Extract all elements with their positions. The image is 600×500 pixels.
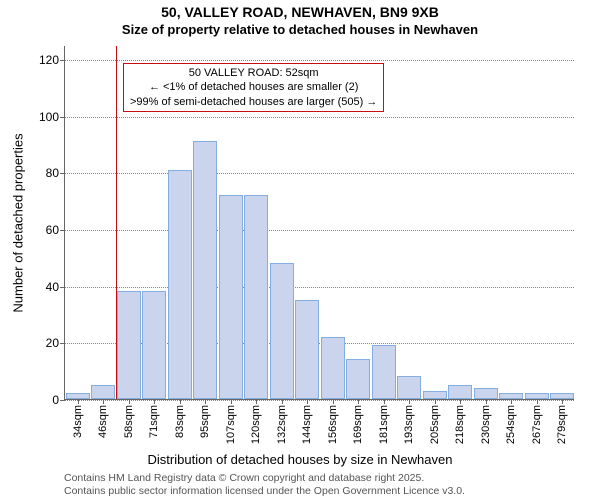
x-tick [78,399,79,404]
histogram-bar [117,291,141,399]
x-tick [435,399,436,404]
annotation-line: ← <1% of detached houses are smaller (2) [130,80,377,94]
x-tick [511,399,512,404]
x-tick-label: 58sqm [123,405,135,438]
plot-area: 02040608010012034sqm46sqm58sqm71sqm83sqm… [64,46,574,400]
x-tick-label: 205sqm [429,405,441,444]
x-tick-label: 279sqm [556,405,568,444]
x-tick-label: 181sqm [378,405,390,444]
histogram-bar [372,345,396,399]
y-tick-label: 20 [46,336,65,350]
x-axis-title: Distribution of detached houses by size … [0,452,600,467]
x-tick [486,399,487,404]
annotation-box: 50 VALLEY ROAD: 52sqm← <1% of detached h… [123,63,384,112]
footer-line-2: Contains public sector information licen… [64,485,465,497]
x-tick [358,399,359,404]
x-tick [409,399,410,404]
x-tick-label: 254sqm [505,405,517,444]
histogram-bar [168,170,192,399]
x-tick [154,399,155,404]
x-tick-label: 156sqm [327,405,339,444]
x-tick [231,399,232,404]
x-tick-label: 193sqm [403,405,415,444]
x-tick-label: 83sqm [174,405,186,438]
x-tick-label: 144sqm [301,405,313,444]
x-tick [460,399,461,404]
x-tick-label: 132sqm [276,405,288,444]
histogram-chart: 50, VALLEY ROAD, NEWHAVEN, BN9 9XB Size … [0,0,600,500]
gridline [65,287,574,288]
gridline [65,60,574,61]
x-tick [205,399,206,404]
gridline [65,400,574,401]
x-tick [256,399,257,404]
histogram-bar [474,388,498,399]
x-tick-label: 46sqm [97,405,109,438]
footer-line-1: Contains HM Land Registry data © Crown c… [64,472,424,484]
histogram-bar [423,391,447,399]
y-tick-label: 0 [52,393,65,407]
y-tick-label: 80 [46,166,65,180]
x-tick-label: 107sqm [225,405,237,444]
histogram-bar [270,263,294,399]
x-tick [384,399,385,404]
chart-title: 50, VALLEY ROAD, NEWHAVEN, BN9 9XB [0,4,600,20]
gridline [65,230,574,231]
histogram-bar [193,141,217,399]
histogram-bar [321,337,345,399]
annotation-line: >99% of semi-detached houses are larger … [130,95,377,109]
histogram-bar [91,385,115,399]
x-tick-label: 218sqm [454,405,466,444]
x-tick-label: 230sqm [480,405,492,444]
chart-subtitle: Size of property relative to detached ho… [0,22,600,37]
x-tick-label: 34sqm [72,405,84,438]
histogram-bar [295,300,319,399]
x-tick-label: 120sqm [250,405,262,444]
x-tick-label: 71sqm [148,405,160,438]
x-tick [333,399,334,404]
reference-line [116,46,117,399]
y-axis-title: Number of detached properties [11,133,26,312]
histogram-bar [397,376,421,399]
histogram-bar [244,195,268,399]
x-tick-label: 169sqm [352,405,364,444]
x-tick [103,399,104,404]
x-tick [307,399,308,404]
x-tick [180,399,181,404]
x-tick-label: 95sqm [199,405,211,438]
y-tick-label: 120 [39,53,65,67]
x-tick [562,399,563,404]
x-tick-label: 267sqm [531,405,543,444]
histogram-bar [142,291,166,399]
histogram-bar [448,385,472,399]
x-tick [537,399,538,404]
y-tick-label: 100 [39,110,65,124]
annotation-line: 50 VALLEY ROAD: 52sqm [130,66,377,80]
y-tick-label: 60 [46,223,65,237]
histogram-bar [219,195,243,399]
histogram-bar [346,359,370,399]
gridline [65,173,574,174]
gridline [65,117,574,118]
x-tick [129,399,130,404]
x-tick [282,399,283,404]
y-tick-label: 40 [46,280,65,294]
